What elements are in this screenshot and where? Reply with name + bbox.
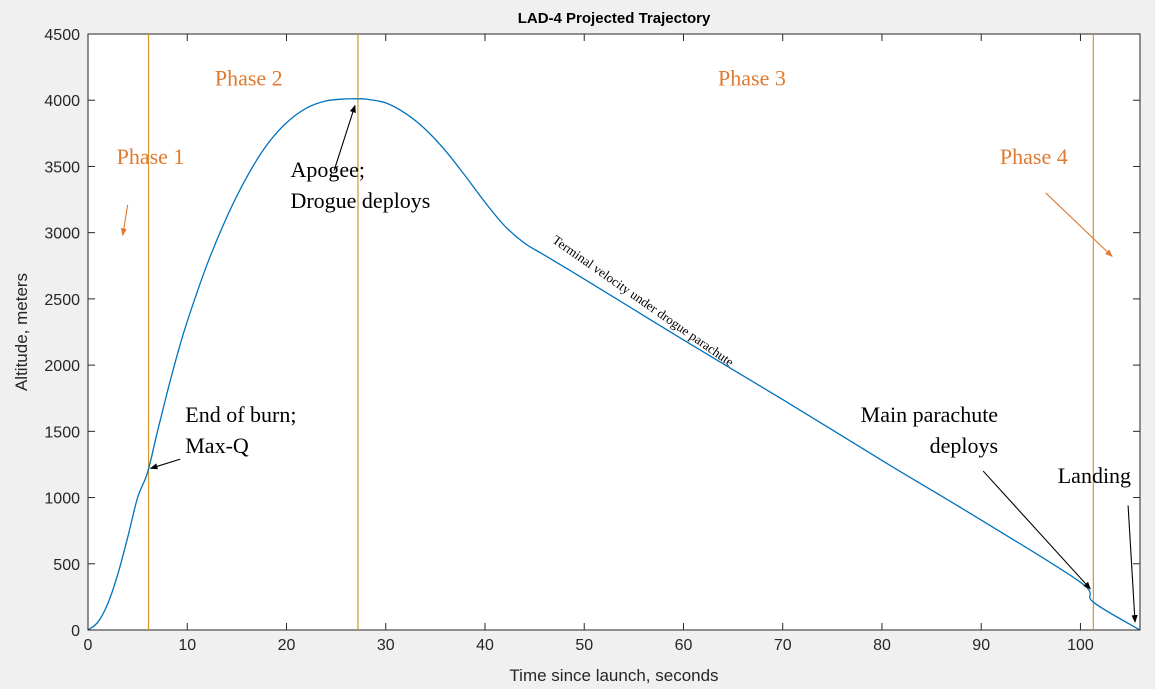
annotation-arrow [333,104,356,171]
x-tick-label: 70 [774,637,792,654]
annotation-arrows [120,104,1138,623]
x-tick-label: 10 [178,637,196,654]
annotation-arrow [120,204,129,237]
x-tick-label: 60 [675,637,693,654]
annotation-landing: Landing [1058,463,1131,488]
x-axis-label: Time since launch, seconds [509,666,718,685]
x-tick-label: 50 [575,637,593,654]
y-tick-label: 3000 [44,226,80,243]
x-tick-label: 80 [873,637,891,654]
annotation-burn: End of burn; Max-Q [185,402,296,458]
x-tick-label: 40 [476,637,494,654]
chart-title: LAD-4 Projected Trajectory [518,10,711,27]
x-tick-label: 0 [84,637,93,654]
x-tick-label: 20 [278,637,296,654]
y-tick-label: 1500 [44,424,80,441]
y-tick-label: 4000 [44,93,80,110]
altitude-curve [87,98,1141,631]
annotation-arrow [149,458,181,470]
y-tick-label: 0 [71,623,80,640]
y-tick-label: 500 [53,557,80,574]
x-tick-label: 100 [1067,637,1094,654]
annotation-phase2: Phase 2 [215,66,283,91]
annotation-phase1: Phase 1 [117,144,185,169]
x-axis: 0 10 20 30 40 50 60 70 80 90 100 [84,34,1094,654]
annotation-arrow [1045,192,1113,258]
y-tick-label: 4500 [44,27,80,44]
y-tick-label: 3500 [44,159,80,176]
y-axis: 0 500 1000 1500 2000 2500 3000 3500 4000 4500 [44,27,1140,640]
annotation-phase3: Phase 3 [718,66,786,91]
annotation-arrow [982,470,1091,590]
y-tick-label: 2500 [44,292,80,309]
annotation-arrow [1127,505,1138,623]
plot-area [87,33,1141,631]
y-tick-label: 2000 [44,358,80,375]
x-tick-label: 30 [377,637,395,654]
annotations: Phase 1 Phase 2 Phase 3 Phase 4 Apogee; Drogu… [117,66,1131,488]
annotation-apogee: Apogee; Drogue deploys [290,157,430,213]
x-tick-label: 90 [972,637,990,654]
y-axis-label: Altitude, meters [12,273,31,391]
annotation-main: Main parachute deploys [861,402,998,458]
annotation-phase4: Phase 4 [1000,144,1068,169]
y-tick-label: 1000 [44,491,80,508]
phase-lines [147,34,1094,630]
